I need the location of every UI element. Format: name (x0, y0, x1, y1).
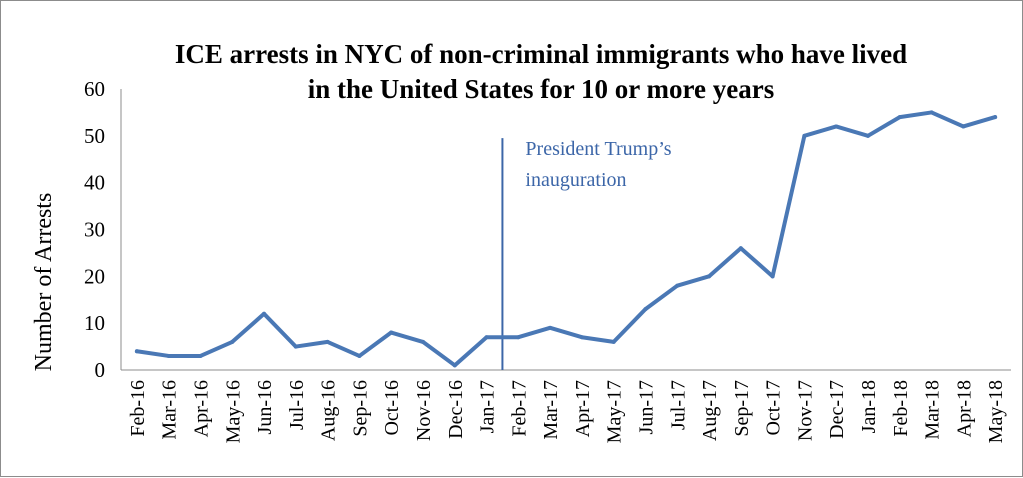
data-point (452, 363, 457, 368)
x-tick-label: Jan-17 (477, 380, 499, 433)
data-points (134, 110, 998, 368)
x-tick-label: Jun-16 (254, 380, 276, 434)
data-point (738, 246, 743, 251)
x-tick-label: Jul-16 (286, 380, 308, 430)
annotation-line-1: President Trump’s (525, 138, 671, 160)
data-point (484, 335, 489, 340)
x-tick-label: Jan-18 (858, 380, 880, 433)
x-tick-label: Mar-16 (159, 380, 181, 440)
x-tick-label: Aug-16 (318, 380, 340, 441)
y-tick-label: 0 (95, 358, 106, 382)
x-tick-label: Apr-17 (572, 380, 594, 437)
x-tick-label: Oct-16 (381, 380, 403, 436)
y-tick-label: 40 (84, 171, 105, 195)
x-tick-label: Oct-17 (763, 380, 785, 436)
x-tick-label: Apr-16 (190, 380, 212, 437)
data-point (548, 325, 553, 330)
y-tick-labels: 0 10 20 30 40 50 60 (84, 77, 105, 382)
y-tick-label: 60 (84, 77, 105, 101)
chart-title-line-1: ICE arrests in NYC of non-criminal immig… (175, 39, 907, 69)
data-point (961, 124, 966, 129)
x-tick-label: Sep-16 (349, 380, 371, 437)
x-tick-label: Aug-17 (699, 380, 721, 441)
data-point (293, 344, 298, 349)
data-point (611, 339, 616, 344)
x-tick-label: Nov-17 (794, 380, 816, 441)
x-tick-label: Mar-17 (540, 380, 562, 440)
data-point (643, 307, 648, 312)
x-tick-label: Mar-18 (922, 380, 944, 440)
series-line-arrests (134, 110, 998, 368)
data-point (325, 339, 330, 344)
y-tick-label: 50 (84, 124, 105, 148)
x-tick-label: Jul-17 (667, 380, 689, 430)
data-point (834, 124, 839, 129)
y-tick-label: 30 (84, 218, 105, 242)
y-axis-label: Number of Arrests (31, 193, 57, 372)
x-tick-label: Nov-16 (413, 380, 435, 441)
x-tick-label: May-17 (604, 380, 626, 443)
x-tick-label: Dec-17 (826, 380, 848, 439)
data-point (579, 335, 584, 340)
data-point (262, 311, 267, 316)
data-point (897, 115, 902, 120)
data-point (707, 274, 712, 279)
data-point (420, 339, 425, 344)
x-tick-label: Sep-17 (731, 380, 753, 437)
data-point (166, 353, 171, 358)
y-tick-label: 10 (84, 311, 105, 335)
x-tick-label: Feb-18 (890, 380, 912, 437)
data-point (802, 133, 807, 138)
data-point (675, 283, 680, 288)
x-tick-label: Dec-16 (445, 380, 467, 439)
data-point (198, 353, 203, 358)
x-tick-label: Feb-17 (508, 380, 530, 437)
data-point (865, 133, 870, 138)
y-tick-label: 20 (84, 264, 105, 288)
data-point (134, 349, 139, 354)
data-point (230, 339, 235, 344)
x-tick-label: May-18 (985, 380, 1007, 443)
data-point (357, 353, 362, 358)
x-tick-label: Apr-18 (953, 380, 975, 437)
data-point (770, 274, 775, 279)
data-point (993, 115, 998, 120)
x-tick-label: Feb-16 (127, 380, 149, 437)
x-tick-labels: Feb-16 Mar-16 Apr-16 May-16 Jun-16 Jul-16 Aug-… (127, 380, 1007, 443)
x-tick-label: Jun-17 (635, 380, 657, 434)
chart-title-line-2: in the United States for 10 or more year… (308, 74, 774, 104)
data-point (929, 110, 934, 115)
x-tick-label: May-16 (222, 380, 244, 443)
data-point (389, 330, 394, 335)
annotation-line-2: inauguration (525, 169, 626, 191)
data-point (516, 335, 521, 340)
